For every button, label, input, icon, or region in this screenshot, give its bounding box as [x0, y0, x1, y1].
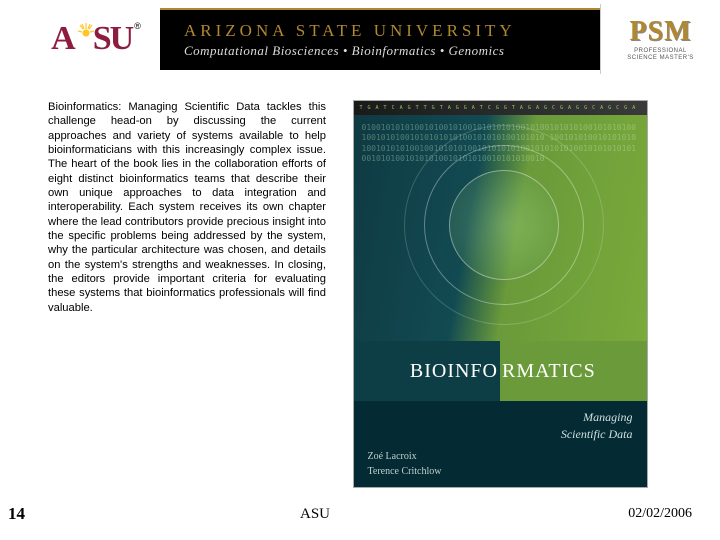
program-subtitle: Computational Biosciences • Bioinformati…	[184, 43, 600, 59]
cover-title-right: RMATICS	[502, 360, 596, 383]
cover-subtitle: Managing Scientific Data	[368, 409, 633, 443]
cover-circle-3	[404, 125, 604, 325]
image-column: T G A T C A G T T G T A G G A T C G G T …	[340, 100, 680, 500]
psm-sub1: PROFESSIONAL	[634, 48, 687, 55]
psm-text: PSM	[629, 16, 691, 48]
slide-footer: 14 ASU 02/02/2006	[0, 502, 720, 526]
text-column: Bioinformatics: Managing Scientific Data…	[0, 100, 340, 500]
dna-sequence-strip: T G A T C A G T T G T A G G A T C G G T …	[354, 101, 647, 115]
cover-title-band: BIOINFO RMATICS	[354, 341, 647, 401]
page-number: 14	[0, 504, 40, 524]
registered-mark-icon: ®	[134, 21, 141, 31]
psm-logo: PSM PROFESSIONAL SCIENCE MASTER'S	[600, 4, 720, 74]
sunburst-icon	[76, 21, 96, 41]
cover-authors: Zoé Lacroix Terence Critchlow	[368, 449, 633, 479]
asu-letter-u: U	[110, 20, 133, 58]
author-1: Zoé Lacroix	[368, 451, 417, 462]
book-cover: T G A T C A G T T G T A G G A T C G G T …	[353, 100, 648, 488]
psm-sub2: SCIENCE MASTER'S	[627, 55, 694, 62]
body-paragraph: Bioinformatics: Managing Scientific Data…	[48, 100, 326, 315]
slide-content: Bioinformatics: Managing Scientific Data…	[0, 100, 720, 500]
asu-wordmark: A S U ®	[51, 20, 139, 58]
footer-center: ASU	[40, 506, 590, 523]
cover-subtitle-line2: Scientific Data	[561, 427, 633, 441]
asu-logo: A S U ®	[0, 4, 160, 74]
university-name: ARIZONA STATE UNIVERSITY	[184, 21, 600, 41]
cover-subtitle-line1: Managing	[583, 410, 632, 424]
author-2: Terence Critchlow	[368, 466, 442, 477]
slide-header: A S U ® A	[0, 0, 720, 78]
title-banner: ARIZONA STATE UNIVERSITY Computational B…	[160, 8, 600, 70]
asu-letter-a: A	[51, 20, 74, 58]
cover-art: 0100101010100101001010010101010100101001…	[354, 115, 647, 341]
footer-date: 02/02/2006	[590, 506, 720, 522]
cover-sub-band: Managing Scientific Data Zoé Lacroix Ter…	[354, 401, 647, 487]
cover-title-left: BIOINFO	[410, 360, 498, 383]
